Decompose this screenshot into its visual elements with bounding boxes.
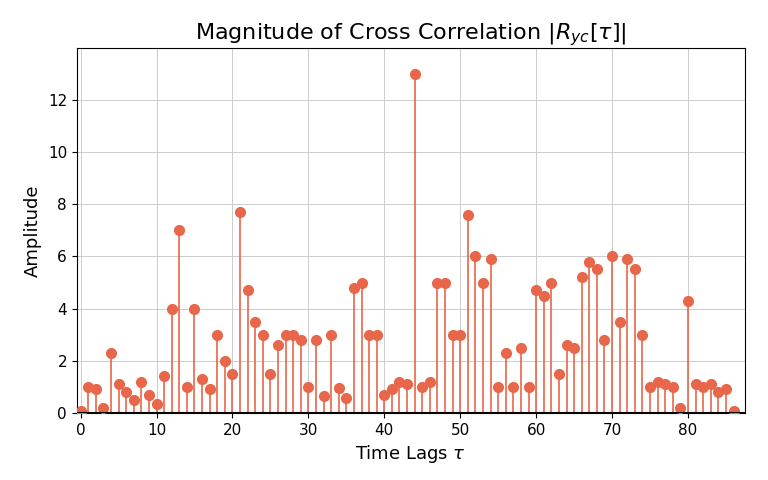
Title: Magnitude of Cross Correlation $|R_{yc}[\tau]|$: Magnitude of Cross Correlation $|R_{yc}[… bbox=[195, 21, 627, 48]
Y-axis label: Amplitude: Amplitude bbox=[25, 184, 42, 276]
X-axis label: Time Lags $\tau$: Time Lags $\tau$ bbox=[356, 443, 466, 465]
